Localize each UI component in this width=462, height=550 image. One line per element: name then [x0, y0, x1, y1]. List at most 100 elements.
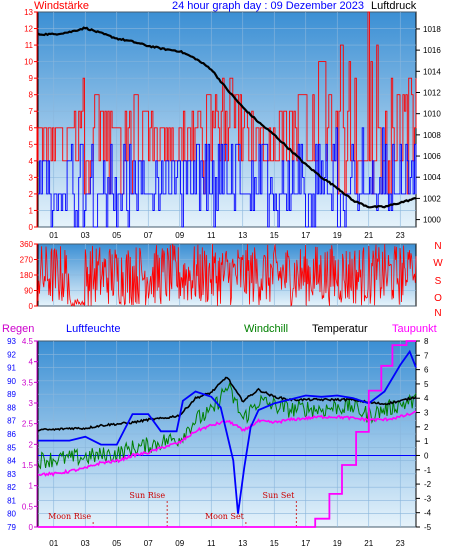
rain-tick-label: 0.5	[22, 502, 34, 511]
hour-tick-label: 09	[175, 231, 184, 240]
hour-tick-label: 21	[364, 231, 373, 240]
hour-tick-label: 01	[49, 539, 58, 548]
hour-tick-label: 17	[301, 539, 310, 548]
wind-tick-label: 1	[29, 206, 34, 215]
pressure-tick-label: 1012	[423, 88, 441, 97]
label-taupunkt: Taupunkt	[392, 323, 437, 335]
wind-tick-label: 4	[29, 157, 34, 166]
humidity-tick-label: 82	[7, 483, 16, 492]
hour-tick-label: 23	[396, 539, 405, 548]
hour-tick-label: 03	[81, 231, 90, 240]
pressure-tick-label: 1016	[423, 46, 441, 55]
wind-direction-line	[37, 243, 417, 307]
rain-tick-label: 2	[29, 440, 34, 449]
pressure-tick-label: 1006	[423, 152, 441, 161]
wind-tick-label: 9	[29, 74, 34, 83]
hour-tick-label: 01	[49, 231, 58, 240]
humidity-tick-label: 86	[7, 430, 16, 439]
rain-tick-label: 0	[29, 523, 34, 532]
label-regen: Regen	[2, 323, 34, 335]
compass-label: W	[433, 258, 443, 269]
rain-tick-label: 1	[29, 482, 34, 491]
humidity-tick-label: 93	[7, 337, 16, 346]
wind-tick-label: 11	[25, 41, 34, 50]
humidity-line	[38, 349, 417, 514]
hour-tick-label: 07	[144, 539, 153, 548]
annotation-label: Sun Set	[263, 491, 296, 500]
header-wind-label: Windstärke	[34, 0, 89, 12]
humidity-tick-label: 83	[7, 470, 16, 479]
pressure-tick-label: 1010	[423, 110, 441, 119]
compass-label: N	[434, 308, 441, 319]
hour-tick-label: 13	[238, 231, 247, 240]
hour-tick-label: 15	[270, 539, 279, 548]
temp-tick-label: 6	[424, 366, 429, 375]
rain-tick-label: 4	[29, 358, 34, 367]
annotation-label: Moon Rise	[48, 512, 91, 521]
label-windchill: Windchill	[244, 323, 288, 335]
wind-tick-label: 7	[29, 107, 34, 116]
hour-tick-label: 11	[207, 539, 216, 548]
hour-tick-label: 09	[175, 539, 184, 548]
pressure-tick-label: 1004	[423, 173, 441, 182]
dewpoint-line	[37, 410, 417, 477]
temp-tick-label: 1	[424, 437, 429, 446]
pressure-tick-label: 1018	[423, 25, 441, 34]
hour-tick-label: 05	[112, 539, 121, 548]
data-layer	[37, 11, 417, 528]
temp-tick-label: 7	[424, 351, 429, 360]
wind-avg-line	[37, 127, 417, 228]
pressure-tick-label: 1000	[423, 216, 441, 225]
label-luftfeuchte: Luftfeuchte	[66, 323, 120, 335]
wind-gust-line	[37, 11, 417, 195]
hour-tick-label: 21	[364, 539, 373, 548]
label-temperatur: Temperatur	[312, 323, 368, 335]
pressure-tick-label: 1014	[423, 67, 441, 76]
header-date: 24 hour graph day : 09 Dezember 2023	[172, 0, 364, 12]
direction-tick-label: 180	[20, 271, 34, 280]
temp-tick-label: 0	[424, 451, 429, 460]
wind-tick-label: 0	[29, 223, 34, 232]
humidity-tick-label: 89	[7, 390, 16, 399]
compass-label: N	[434, 241, 441, 252]
humidity-tick-label: 90	[7, 377, 16, 386]
temp-tick-label: -1	[424, 466, 432, 475]
hour-tick-label: 03	[81, 539, 90, 548]
hour-tick-label: 05	[112, 231, 121, 240]
rain-tick-label: 2.5	[22, 420, 34, 429]
pressure-line	[37, 26, 417, 209]
header-pressure-label: Luftdruck	[371, 0, 417, 12]
pressure-tick-label: 1008	[423, 131, 441, 140]
wind-tick-label: 8	[29, 91, 34, 100]
humidity-tick-label: 92	[7, 350, 16, 359]
hour-tick-label: 13	[238, 539, 247, 548]
wind-tick-label: 5	[29, 140, 34, 149]
temp-tick-label: -2	[424, 480, 432, 489]
annotation-label: Moon Set	[205, 512, 245, 521]
humidity-tick-label: 81	[7, 496, 16, 505]
humidity-tick-label: 91	[7, 364, 16, 373]
hour-tick-label: 07	[144, 231, 153, 240]
temp-tick-label: -4	[424, 509, 432, 518]
wind-tick-label: 6	[29, 124, 34, 133]
pressure-tick-label: 1002	[423, 194, 441, 203]
rain-tick-label: 4.5	[22, 337, 34, 346]
hour-tick-label: 19	[333, 539, 342, 548]
temp-tick-label: -5	[424, 523, 432, 532]
temp-tick-label: 4	[424, 394, 429, 403]
temp-tick-label: 5	[424, 380, 429, 389]
wind-tick-label: 2	[29, 190, 34, 199]
temp-tick-label: -3	[424, 494, 432, 503]
humidity-tick-label: 87	[7, 417, 16, 426]
rain-tick-label: 3	[29, 399, 34, 408]
temp-tick-label: 2	[424, 423, 429, 432]
temp-tick-label: 8	[424, 337, 429, 346]
rain-line	[38, 340, 416, 528]
hour-tick-label: 19	[333, 231, 342, 240]
direction-tick-label: 90	[24, 287, 33, 296]
wind-tick-label: 10	[24, 58, 33, 67]
axes-layer: 0123456789101112131000100210041006100810…	[7, 8, 443, 548]
humidity-tick-label: 84	[7, 457, 16, 466]
